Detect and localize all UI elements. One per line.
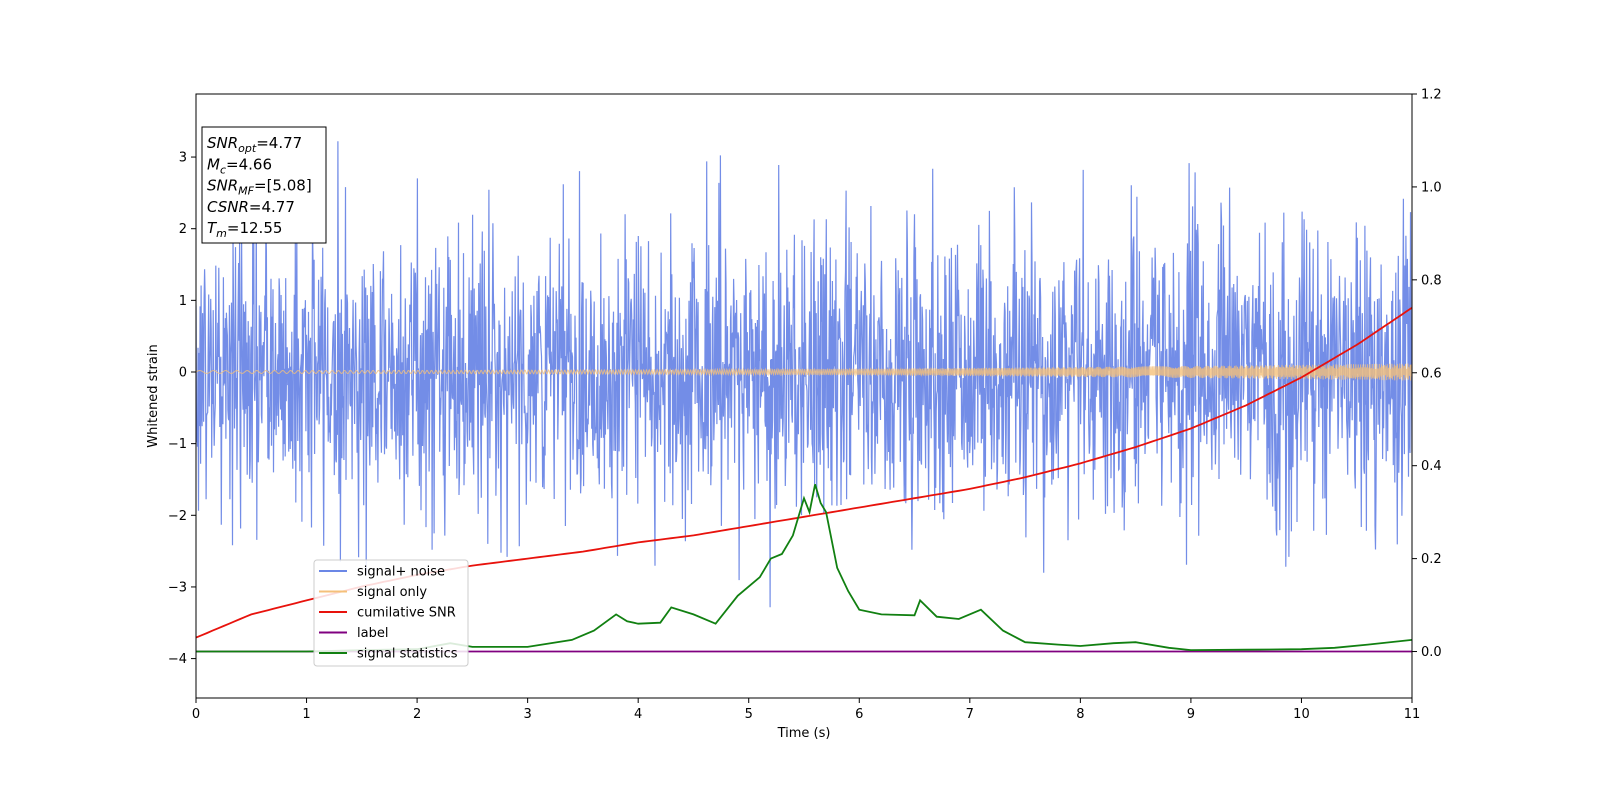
x-tick-label: 0 (192, 707, 200, 722)
info-line: SNRopt=4.77 (207, 134, 302, 155)
series-signal-noise (196, 141, 1412, 608)
legend-label: cumilative SNR (357, 606, 456, 621)
legend: signal+ noise signal only cumilative SNR la… (313, 559, 469, 667)
y-tick-label-left: −1 (168, 437, 187, 452)
info-box-frame (201, 126, 327, 244)
y-tick-label-right: 0.4 (1421, 459, 1442, 474)
info-line: CSNR=4.77 (207, 198, 295, 216)
y-tick-label-right: 1.0 (1421, 180, 1442, 195)
plot-frame (195, 93, 1413, 699)
x-tick-label: 9 (1187, 707, 1195, 722)
x-tick-label: 2 (413, 707, 421, 722)
y-tick-label-right: 0.0 (1421, 645, 1442, 660)
info-line: Tm=12.55 (207, 219, 282, 240)
legend-frame (313, 559, 469, 667)
x-tick-label: 6 (855, 707, 863, 722)
y-tick-label-left: 0 (179, 365, 187, 380)
y-tick-label-right: 0.2 (1421, 552, 1442, 567)
x-tick-label: 4 (634, 707, 642, 722)
y-axis-left: −4 −3 −2 −1 0 1 2 3 (168, 151, 196, 667)
y-tick-label-left: 2 (179, 222, 187, 237)
y-tick-label-right: 0.8 (1421, 273, 1442, 288)
y-tick-label-left: 3 (179, 151, 187, 166)
y-tick-label-left: 1 (179, 294, 187, 309)
series-signal-only (196, 363, 1412, 381)
x-tick-label: 10 (1293, 707, 1310, 722)
legend-label: signal only (357, 585, 427, 600)
x-tick-label: 1 (302, 707, 310, 722)
legend-label: label (357, 626, 388, 641)
x-tick-label: 5 (745, 707, 753, 722)
x-axis: 0 1 2 3 4 5 6 7 8 9 10 11 (192, 698, 1420, 722)
x-tick-label: 11 (1404, 707, 1421, 722)
y-axis-right: 0.0 0.2 0.4 0.6 0.8 1.0 1.2 (1412, 88, 1442, 660)
x-tick-label: 8 (1076, 707, 1084, 722)
x-tick-label: 7 (966, 707, 974, 722)
info-line: Mc=4.66 (207, 155, 272, 176)
y-tick-label-left: −2 (168, 509, 187, 524)
series-signal-statistics (196, 484, 1412, 653)
y-tick-label-left: −3 (168, 580, 187, 595)
y-tick-label-right: 1.2 (1421, 88, 1442, 103)
y-axis-label: Whitened strain (146, 344, 161, 447)
y-tick-label-right: 0.6 (1421, 366, 1442, 381)
x-axis-label: Time (s) (777, 726, 831, 741)
info-line: SNRMF=[5.08] (207, 177, 312, 198)
legend-label: signal statistics (357, 647, 458, 662)
legend-label: signal+ noise (357, 565, 445, 580)
y-tick-label-left: −4 (168, 652, 187, 667)
x-tick-label: 3 (523, 707, 531, 722)
